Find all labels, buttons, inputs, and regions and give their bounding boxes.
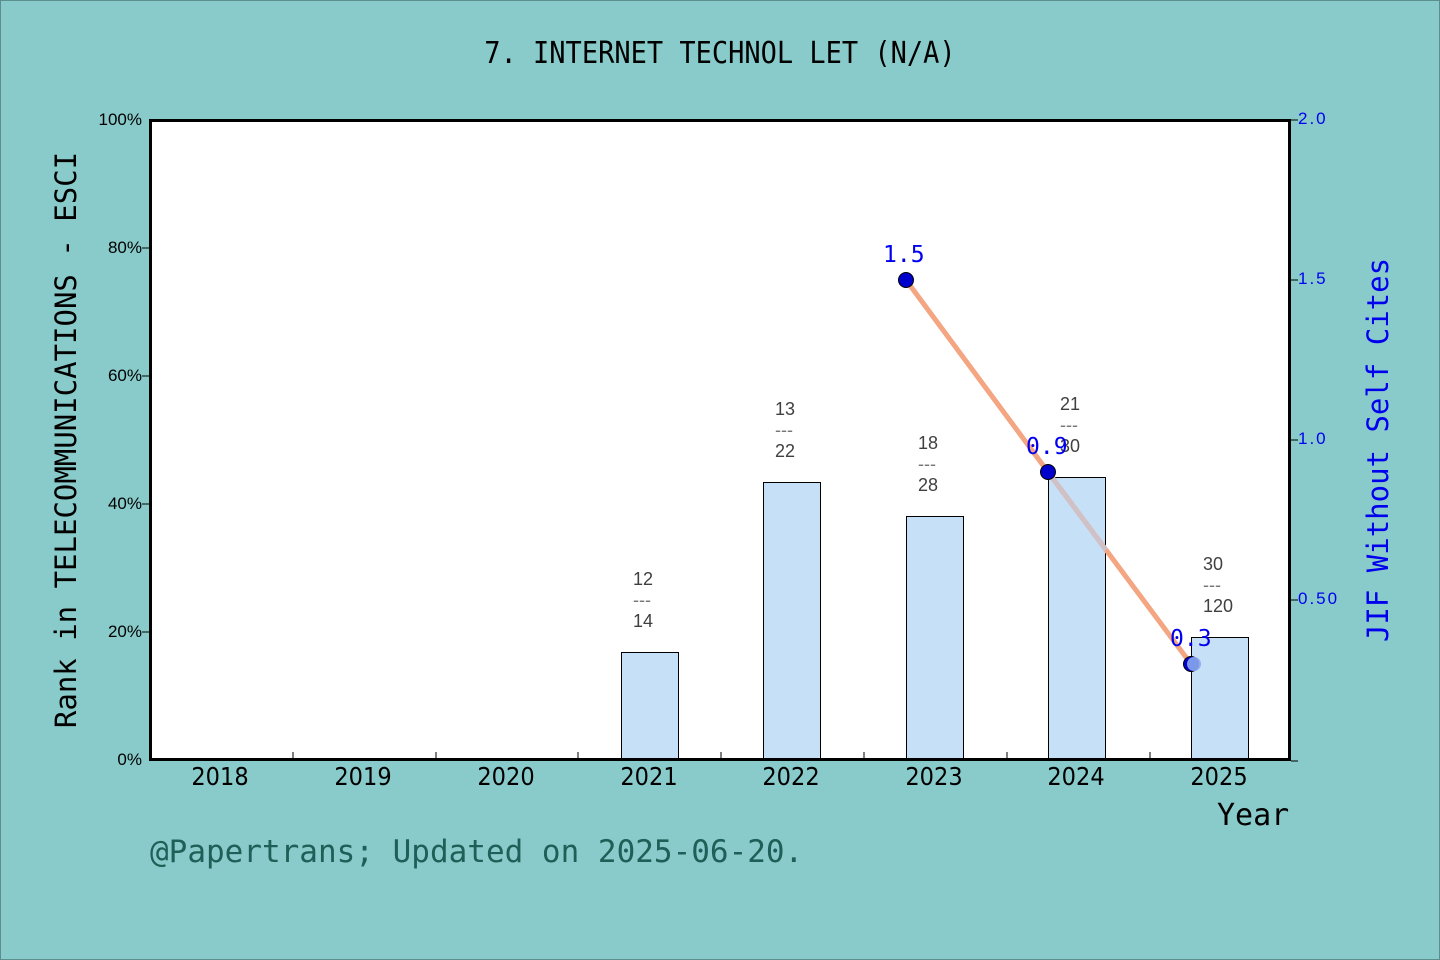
y2-tick-1-5: 1.5 bbox=[1298, 269, 1328, 288]
bar-2022 bbox=[763, 482, 821, 759]
bar-2023 bbox=[906, 516, 964, 759]
y-tick-80: 80% bbox=[107, 238, 142, 257]
bar-label-2024: 21 --- 30 bbox=[1060, 394, 1081, 456]
jif-label-2025: 0.3 bbox=[1170, 626, 1212, 652]
bar-label-2022: 13 --- 22 bbox=[775, 399, 796, 461]
y2-tick-1-0: 1.0 bbox=[1298, 429, 1328, 448]
jif-label-2023: 1.5 bbox=[883, 242, 925, 268]
jif-label-2024: 0.9 bbox=[1026, 434, 1068, 460]
x-tick-2022: 2022 bbox=[762, 762, 820, 791]
jif-point-2023 bbox=[898, 272, 914, 288]
x-tick-2021: 2021 bbox=[620, 762, 678, 791]
y2-tick-0-50: 0.50 bbox=[1298, 589, 1340, 608]
x-tick-2019: 2019 bbox=[334, 762, 392, 791]
y2-tick-2-0: 2.0 bbox=[1298, 109, 1328, 128]
x-tick-2020: 2020 bbox=[477, 762, 535, 791]
bar-2021 bbox=[621, 652, 679, 759]
jif-point-2024 bbox=[1040, 464, 1056, 480]
x-tick-2024: 2024 bbox=[1047, 762, 1105, 791]
bar-label-2023: 18 --- 28 bbox=[918, 433, 939, 495]
chart-title: 7. INTERNET TECHNOL LET (N/A) bbox=[484, 36, 956, 71]
bar-label-2021: 12 --- 14 bbox=[633, 569, 654, 631]
y-tick-40: 40% bbox=[107, 494, 142, 513]
y2-axis-title: JIF Without Self Cites bbox=[1361, 257, 1395, 643]
x-axis-title: Year bbox=[1217, 798, 1290, 833]
bar-label-2025: 30 --- 120 bbox=[1203, 554, 1234, 616]
bar-2025 bbox=[1191, 637, 1249, 759]
y-tick-100: 100% bbox=[98, 110, 142, 129]
y-axis-title: Rank in TELECOMMUNICATIONS - ESCI bbox=[49, 151, 83, 729]
x-tick-2018: 2018 bbox=[191, 762, 249, 791]
x-tick-2025: 2025 bbox=[1190, 762, 1248, 791]
y-tick-60: 60% bbox=[107, 366, 142, 385]
y-tick-20: 20% bbox=[107, 622, 142, 641]
bar-2024 bbox=[1048, 477, 1106, 759]
y-tick-0: 0% bbox=[117, 750, 142, 769]
x-tick-2023: 2023 bbox=[905, 762, 963, 791]
footer-credit: @Papertrans; Updated on 2025-06-20. bbox=[150, 834, 804, 870]
